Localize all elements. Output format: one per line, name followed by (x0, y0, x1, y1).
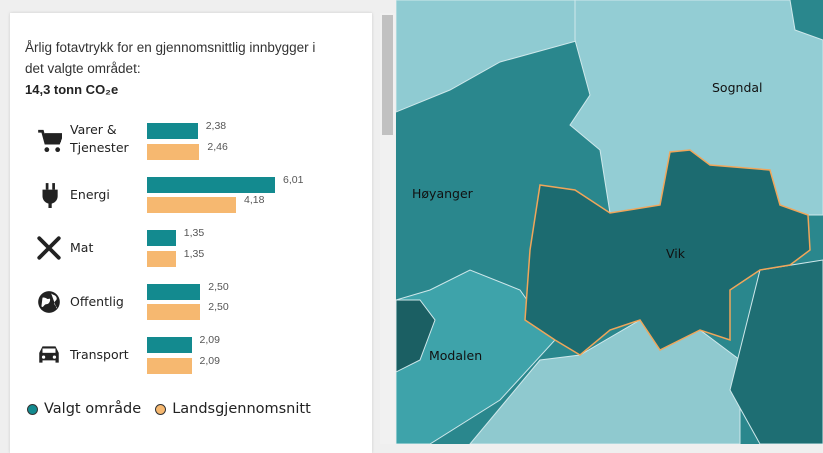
value-label: 2,50 (208, 301, 229, 313)
selected-region[interactable] (524, 149, 811, 356)
category-label: Transport (70, 347, 129, 362)
category-icon (36, 289, 62, 320)
category-icon (36, 128, 64, 159)
value-label: 2,09 (199, 354, 220, 367)
bar (147, 176, 275, 193)
value-label: 2,50 (208, 280, 229, 293)
category-label: Varer & Tjenester (70, 122, 129, 155)
scrollbar[interactable] (380, 13, 395, 444)
bar (147, 197, 237, 213)
bar (147, 337, 192, 353)
icon (42, 182, 58, 208)
category-icon (36, 182, 62, 213)
category-label: Energi (70, 186, 110, 202)
map-label: Sogndal (712, 80, 763, 95)
value-label: 6,01 (283, 173, 304, 186)
category-icon (36, 235, 62, 266)
value-label: 2,38 (205, 120, 227, 132)
value-label: 2,09 (199, 334, 220, 346)
region[interactable] (729, 259, 823, 444)
category-label: Mat (70, 240, 94, 255)
map-label: Vik (666, 246, 686, 261)
category-icon (36, 342, 62, 373)
legend-label: Landsgjennomsnitt (172, 401, 311, 417)
bar (147, 283, 201, 300)
value-label: 2,46 (207, 140, 228, 153)
map-label: Høyanger (412, 186, 474, 201)
icon (39, 346, 59, 363)
icon (38, 129, 64, 153)
bar (147, 143, 200, 160)
region[interactable] (396, 0, 601, 113)
map-label: Modalen (429, 348, 482, 363)
map[interactable]: Sogndal Høyanger Vik Modalen (396, 0, 823, 444)
legend-dot (27, 403, 38, 415)
value-label: 4,18 (244, 194, 265, 206)
legend: Valgt område Landsgjennomsnitt (27, 401, 311, 417)
bar (147, 123, 198, 139)
total-footprint: 14,3 tonn CO₂e (25, 82, 119, 97)
legend-dot (155, 403, 167, 415)
region[interactable] (396, 299, 436, 373)
value-label: 1,35 (183, 227, 205, 239)
icon (37, 236, 61, 260)
bar (147, 304, 201, 320)
scroll-thumb[interactable] (382, 15, 393, 135)
icon (38, 290, 60, 313)
category-label: Offentlig (70, 293, 124, 309)
bar (147, 230, 176, 246)
value-label: 1,35 (183, 247, 205, 260)
legend-label: Valgt område (44, 401, 142, 417)
bar (147, 357, 192, 374)
bar (147, 250, 176, 267)
panel-title: Årlig fotavtrykk for en gjennomsnittlig … (25, 40, 316, 76)
side-panel (10, 13, 372, 453)
